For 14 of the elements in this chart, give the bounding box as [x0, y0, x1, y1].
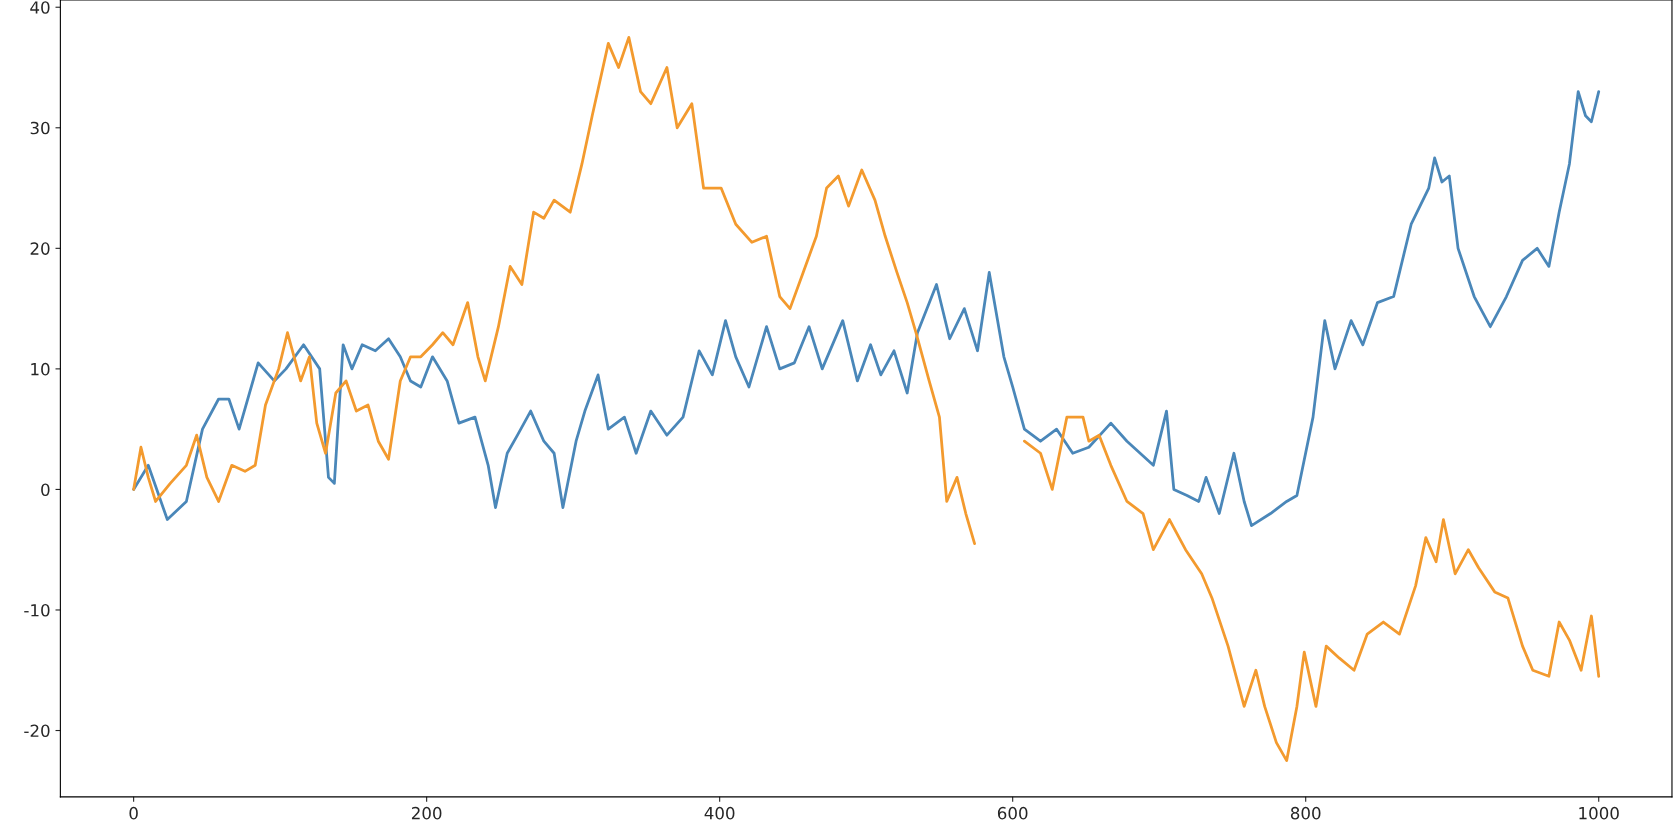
x-tick-label: 600 [997, 806, 1028, 820]
x-tick-label: 400 [704, 806, 735, 820]
line-series [132, 90, 1601, 527]
y-tick-label: 10 [31, 362, 50, 376]
y-tick-label: -20 [24, 724, 50, 738]
y-tick-label: 0 [41, 483, 50, 496]
y-tick-label: 40 [30, 1, 50, 14]
x-tick-label: 800 [1290, 806, 1321, 820]
y-tick-label: 30 [30, 121, 50, 135]
x-tick-label: 1000 [1579, 806, 1619, 820]
y-tick-label: 20 [30, 242, 50, 255]
x-tick-label: 200 [411, 806, 442, 820]
x-tick-label: 0 [129, 806, 138, 820]
y-tick-label: -10 [24, 603, 50, 617]
